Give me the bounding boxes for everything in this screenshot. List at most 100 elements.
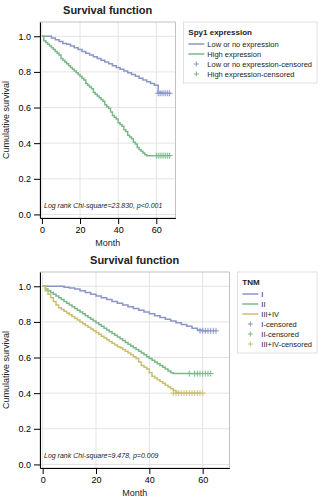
survival-curve [43, 286, 200, 373]
annotation: Log rank Chi-square=9.478, p=0.009 [44, 452, 159, 460]
plot-frame [40, 272, 229, 468]
legend-label: High expression [207, 50, 261, 59]
x-tick-label: 20 [76, 225, 86, 235]
y-tick: 0.8 [18, 67, 40, 77]
plot-area: 02040600.00.20.40.60.81.0Log rank Chi-sq… [18, 22, 175, 235]
legend: Spy1 expressionLow or no expressionHigh … [183, 22, 317, 83]
panel: Spy1 expressionLow or no expressionHigh … [1, 4, 317, 248]
censor-mark [208, 371, 214, 377]
panel: TNMIIIIII+IVI-censoredII-censoredIII+IV-… [1, 254, 317, 498]
legend-title: TNM [242, 278, 260, 287]
plot-area: 02040600.00.20.40.60.81.0Log rank Chi-sq… [18, 272, 229, 485]
y-axis: 0.00.20.40.60.81.0 [18, 23, 40, 220]
legend-frame [237, 272, 317, 353]
grid-line-x [156, 22, 157, 218]
legend-swatch [242, 313, 258, 315]
y-tick-label: 0.4 [18, 389, 31, 399]
y-tick: 1.0 [18, 282, 40, 292]
censor-marks [197, 328, 219, 334]
x-tick-label: 60 [152, 225, 162, 235]
chart-title: Survival function [90, 254, 180, 266]
y-tick-mark [34, 464, 40, 465]
y-tick-label: 0.0 [18, 460, 31, 470]
x-axis-line [41, 218, 176, 219]
x-tick: 0 [40, 218, 45, 235]
survival-curve [43, 286, 208, 331]
y-tick-mark [34, 214, 40, 215]
legend-frame [183, 22, 317, 83]
y-tick-label: 0.8 [18, 317, 31, 327]
legend-item: III+IV [242, 310, 279, 319]
x-tick-mark [42, 218, 43, 224]
y-tick-mark [34, 179, 40, 180]
survival-curve [42, 36, 154, 155]
chart-title: Survival function [63, 4, 153, 16]
censor-mark [167, 153, 173, 159]
annotation: Log rank Chi-square=23.830, p<0.001 [44, 202, 162, 210]
legend-item: I-censored [248, 320, 297, 329]
y-tick-mark [34, 286, 40, 287]
legend-item: I [242, 290, 263, 299]
y-tick-mark [34, 358, 40, 359]
x-axis-title: Month [122, 488, 147, 498]
legend-item: III+IV-censored [248, 340, 312, 349]
legend-label: I [261, 290, 263, 299]
legend-item: II [242, 300, 265, 309]
y-axis: 0.0 0.2 0.4 0.6 0.8 1.0 [18, 273, 40, 470]
legend-swatch [194, 62, 199, 67]
legend-swatch [248, 322, 253, 327]
y-axis-line [40, 23, 41, 219]
grid-line-y [40, 36, 175, 37]
censor-mark [213, 328, 219, 334]
legend-body: Spy1 expressionLow or no expressionHigh … [188, 28, 312, 79]
plot-frame [40, 22, 175, 218]
grid-line-y [40, 143, 175, 144]
censor-mark [200, 390, 206, 396]
y-tick: 0.6 [18, 353, 40, 363]
legend-item: High expression-censored [194, 70, 295, 79]
y-tick: 0.4 [18, 389, 40, 399]
legend-swatch [188, 43, 204, 45]
y-tick-label: 0.2 [18, 424, 31, 434]
grid-line-y [40, 464, 229, 465]
x-tick: 60 [198, 468, 208, 485]
legend-title: Spy1 expression [188, 28, 252, 37]
y-tick-mark [34, 143, 40, 144]
y-tick: 0.4 [18, 139, 40, 149]
x-axis-line [41, 468, 230, 469]
x-tick-mark [118, 218, 119, 224]
grid-line-y [40, 428, 229, 429]
y-tick-mark [34, 393, 40, 394]
x-tick-mark [96, 468, 97, 474]
x-tick-label: 0 [40, 225, 45, 235]
x-tick: 60 [152, 218, 162, 235]
legend-item: High expression [188, 50, 261, 59]
grid [40, 272, 229, 468]
y-tick-mark [34, 72, 40, 73]
x-tick-label: 40 [145, 475, 155, 485]
y-tick: 0.0 [18, 210, 40, 220]
x-tick-mark [203, 468, 204, 474]
legend-label: Low or no expression [207, 40, 278, 49]
y-tick-label: 0.0 [18, 210, 31, 220]
grid-line-x [202, 272, 203, 468]
grid-line-x [96, 272, 97, 468]
censor-marks [155, 90, 172, 96]
grid-line-x [80, 22, 81, 218]
y-tick: 0.8 [18, 317, 40, 327]
censor-marks [186, 371, 213, 377]
censor-marks [153, 153, 172, 159]
censor-marks [170, 390, 205, 396]
grid [40, 22, 175, 218]
survival-curve [43, 286, 200, 393]
legend-label: III+IV-censored [261, 340, 312, 349]
grid-line-y [40, 71, 175, 72]
x-tick-label: 20 [91, 475, 101, 485]
marks [42, 36, 173, 158]
legend-swatch [242, 293, 258, 295]
y-tick-label: 1.0 [18, 32, 31, 42]
y-tick-mark [34, 108, 40, 109]
y-axis-title: Cumulative survival [1, 331, 11, 409]
y-tick-label: 1.0 [18, 282, 31, 292]
y-tick-mark [34, 322, 40, 323]
